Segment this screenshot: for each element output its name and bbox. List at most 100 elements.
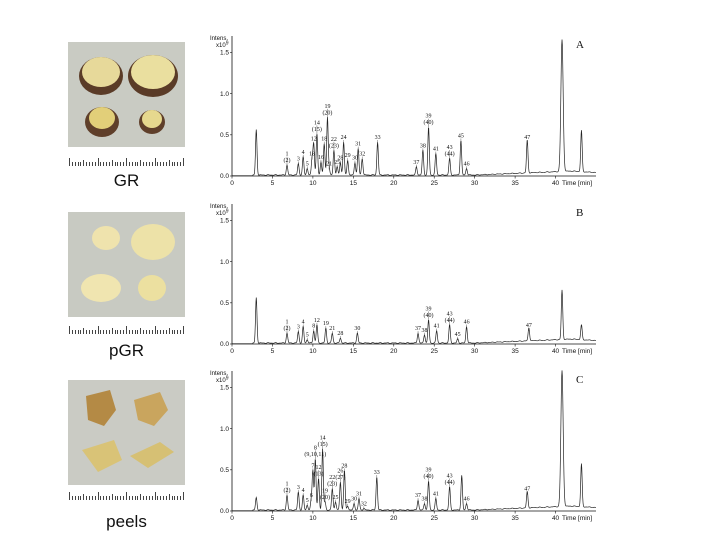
y-tick-label: 0.0	[220, 173, 229, 180]
ruler-tick	[103, 496, 105, 500]
ruler-tick	[108, 162, 110, 166]
x-tick-label: 35	[511, 180, 519, 187]
ruler-tick	[123, 496, 125, 500]
panel-letter: B	[576, 207, 583, 219]
ruler-tick	[157, 330, 159, 334]
peak-label: 47	[524, 135, 530, 141]
ruler-tick	[143, 330, 145, 334]
chromatogram-panel-c: Intens. x109 0.0 0.5 1.0 1.5 0 5 10 15 20 25 30 35 40 T…	[210, 365, 605, 525]
x-tick-label: 5	[271, 348, 275, 355]
ruler-tick	[137, 162, 139, 166]
ruler-tick	[103, 330, 105, 334]
x-tick-label: 15	[350, 180, 358, 187]
peak-label: 47	[526, 323, 532, 329]
ruler-peels	[68, 492, 185, 500]
peak-label: 41	[433, 491, 439, 497]
peak-label: 8	[312, 324, 315, 330]
x-tick-label: 15	[350, 515, 358, 522]
photo-label-gr: GR	[113, 171, 140, 190]
y-tick-label: 1.5	[220, 218, 229, 225]
peak-label: 45	[458, 133, 464, 139]
ruler-tick	[131, 330, 133, 334]
peak-label: 6	[310, 493, 313, 499]
peak-label: (27)	[335, 474, 345, 481]
peak-label: (23)	[327, 481, 337, 488]
ruler-tick	[151, 496, 153, 500]
ruler-tick	[69, 492, 70, 500]
peak-label: 39	[426, 306, 432, 312]
peak-label: 5	[306, 498, 309, 504]
ruler-tick	[154, 326, 156, 334]
ruler-tick	[106, 330, 108, 334]
photo-pgr	[68, 212, 185, 317]
y-axis-exponent: x109	[216, 209, 229, 218]
peak-label: (40)	[424, 473, 434, 480]
peak-label: 14	[314, 120, 320, 126]
peak-label: 18	[309, 152, 315, 158]
ruler-tick	[128, 330, 130, 334]
ruler-tick	[183, 326, 184, 334]
peak-label: 30	[354, 326, 360, 332]
y-axis-title: Intens.	[210, 36, 228, 42]
ruler-tick	[131, 162, 133, 166]
peak-label: 26	[337, 469, 343, 475]
peak-label: (15)	[318, 441, 328, 448]
peak-label: 46	[464, 320, 470, 326]
ruler-tick	[160, 330, 162, 334]
peak-label: (9,10,11)	[304, 451, 326, 458]
ruler-tick	[160, 162, 162, 166]
peak-label: (40)	[424, 119, 434, 126]
peak-label: 7	[311, 463, 314, 469]
y-axis-title: Intens.	[210, 204, 228, 210]
ruler-tick	[111, 328, 113, 334]
y-tick-label: 1.0	[220, 259, 229, 266]
ruler-tick	[180, 496, 182, 500]
ruler-tick	[88, 162, 90, 166]
ruler-tick	[86, 330, 88, 334]
ruler-tick	[137, 496, 139, 500]
x-tick-label: 40	[552, 348, 560, 355]
y-tick-label: 1.5	[220, 50, 229, 57]
peak-label: 21	[326, 161, 332, 167]
ruler-tick	[120, 330, 122, 334]
ruler-tick	[77, 330, 79, 334]
ruler-tick	[106, 162, 108, 166]
x-axis-title: Time [min]	[562, 180, 592, 187]
peak-label: 16	[318, 155, 324, 161]
ruler-tick	[160, 496, 162, 500]
ruler-tick	[123, 162, 125, 166]
y-axis-exponent: x109	[216, 41, 229, 50]
y-tick-label: 1.5	[220, 385, 229, 392]
peak-label: 21	[329, 326, 335, 332]
ruler-tick	[157, 496, 159, 500]
ruler-tick	[117, 330, 119, 334]
ruler-tick	[143, 162, 145, 166]
y-tick-label: 0.5	[220, 300, 229, 307]
peak-label: 4	[302, 150, 305, 156]
peak-label: 43	[447, 473, 453, 479]
peak-label: 3	[297, 156, 300, 162]
peak-label: 33	[375, 135, 381, 141]
peak-label: 22	[329, 475, 335, 481]
peak-label: 19	[323, 321, 329, 327]
ruler-tick	[123, 330, 125, 334]
peak-label: 4	[302, 488, 305, 494]
peak-label: (40)	[424, 312, 434, 319]
ruler-tick	[174, 496, 176, 500]
x-axis-title: Time [min]	[562, 515, 592, 522]
x-tick-label: 10	[309, 180, 317, 187]
peak-label: 37	[415, 493, 421, 499]
peak-label: (44)	[445, 317, 455, 324]
ruler-tick	[88, 330, 90, 334]
pgr-specimen-image	[68, 212, 185, 317]
x-tick-label: 5	[271, 515, 275, 522]
ruler-tick	[171, 330, 173, 334]
ruler-tick	[94, 496, 96, 500]
ruler-tick	[80, 330, 82, 334]
x-tick-label: 20	[390, 180, 398, 187]
ruler-tick	[97, 326, 99, 334]
peak-label: (2)	[284, 487, 291, 494]
peak-label: 31	[355, 142, 361, 148]
